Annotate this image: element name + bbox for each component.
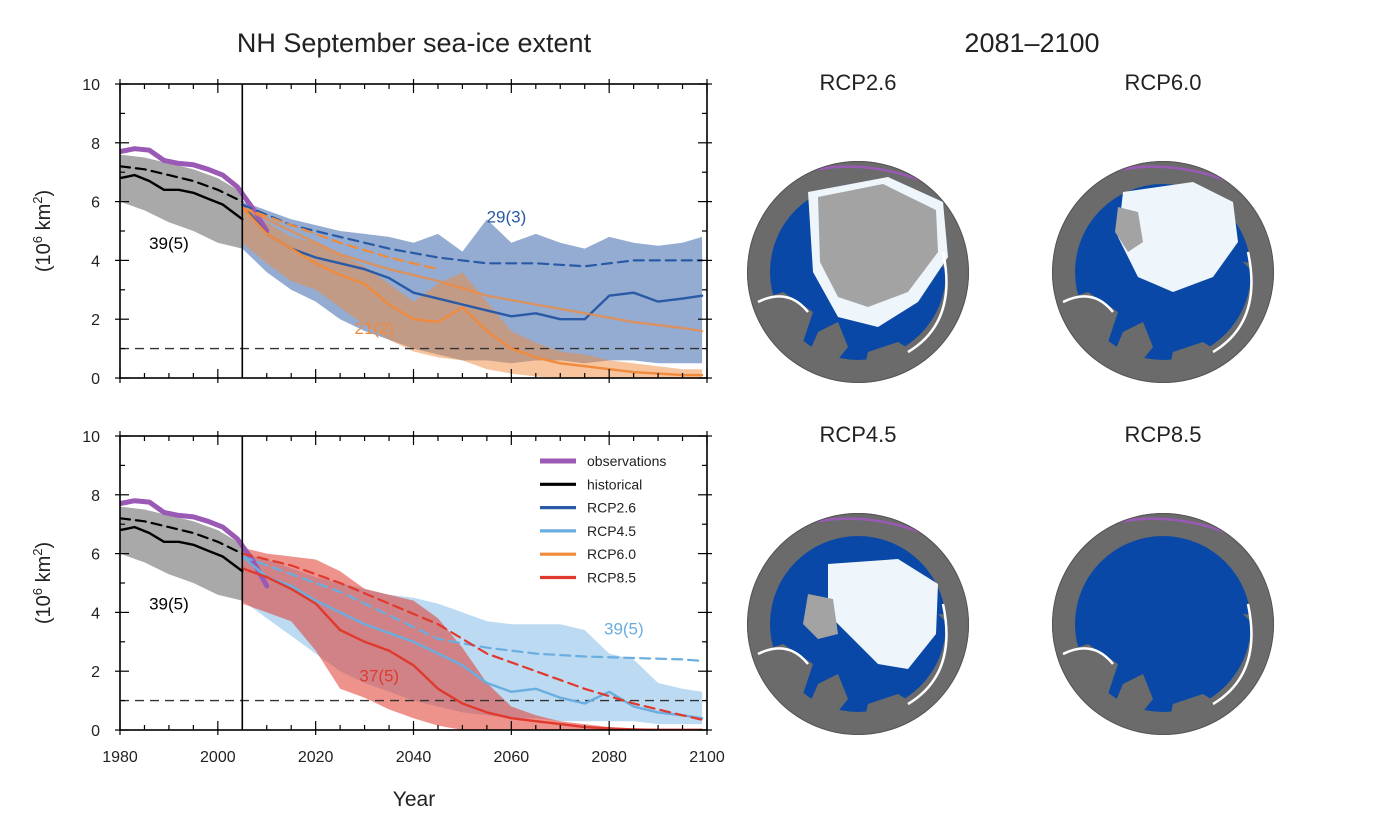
map-ice-edge-line [1062, 647, 1114, 665]
legend-label-rcp85: RCP8.5 [587, 570, 636, 586]
arctic-maps: RCP2.6 RCP6.0 RCP4.5 RCP8.5 [747, 70, 1274, 735]
rcp60-solid_light-line [241, 206, 704, 333]
bottom-y-axis-label: (106 km2) [30, 542, 55, 624]
historical-dashed-line [120, 517, 244, 555]
y-tick-label: 8 [91, 488, 100, 505]
rcp60-dashed-line [241, 206, 440, 271]
x-tick-label: 2000 [200, 749, 236, 766]
arctic-map-rcp45 [747, 513, 969, 735]
map-land [1243, 262, 1274, 332]
y-tick-label: 6 [91, 195, 100, 212]
map-label: RCP4.5 [819, 422, 896, 447]
rcp45-dashed-line [241, 555, 704, 662]
legend-label-rcp45: RCP4.5 [587, 523, 636, 539]
historical-solid-line [120, 173, 244, 221]
arctic-map-rcp26 [747, 161, 969, 383]
y-tick-label: 8 [91, 136, 100, 153]
map-label: RCP8.5 [1124, 422, 1201, 447]
arctic-map-rcp60 [1052, 161, 1274, 383]
map-land [858, 342, 938, 383]
rcp26-solid-line [241, 203, 704, 321]
map-land [1108, 674, 1153, 724]
map-land [938, 262, 969, 332]
series-annotation: 39(5) [149, 234, 189, 253]
plot-area-bottom [120, 498, 707, 730]
y-tick-label: 6 [91, 547, 100, 564]
y-tick-label: 0 [91, 723, 100, 740]
arctic-map-rcp85 [1052, 513, 1274, 735]
y-tick-label: 4 [91, 605, 100, 622]
plot-area-top [120, 146, 707, 378]
x-tick-label: 2060 [494, 749, 530, 766]
map-ice-edge-line [1212, 603, 1253, 706]
map-sea-ice-multi-model [803, 594, 838, 639]
y-tick-label: 0 [91, 371, 100, 388]
series-annotation: 37(5) [359, 667, 399, 686]
legend-label-rcp60: RCP6.0 [587, 546, 636, 562]
top-chart-panel: 0 2 4 6 8 10 39(5) 29(3) 21(2) [82, 77, 712, 388]
legend: observations historical RCP2.6 RCP4.5 RCP6.0… [540, 453, 666, 586]
y-tick-label: 10 [82, 429, 100, 446]
map-label: RCP6.0 [1124, 70, 1201, 95]
y-tick-label: 10 [82, 77, 100, 94]
top-y-axis-label: (106 km2) [30, 190, 55, 272]
series-annotation: 29(3) [487, 207, 527, 226]
x-tick-label: 2080 [591, 749, 627, 766]
legend-label-historical: historical [587, 476, 642, 492]
map-land [938, 614, 969, 684]
y-tick-label: 4 [91, 253, 100, 270]
right-title: 2081–2100 [964, 28, 1099, 58]
map-land [1108, 322, 1153, 372]
map-land [803, 674, 848, 724]
series-annotation: 21(2) [355, 319, 395, 338]
map-sea-ice-multi-model [1115, 207, 1143, 252]
map-ice-edge-line [757, 647, 809, 665]
map-border [1052, 513, 1274, 735]
x-axis-label: Year [393, 788, 435, 811]
historical-range-band [120, 506, 243, 601]
x-tick-label: 2020 [298, 749, 334, 766]
map-label: RCP2.6 [819, 70, 896, 95]
map-ice-edge-line [907, 251, 948, 354]
map-sea-ice [1118, 182, 1238, 292]
historical-range-band [120, 154, 243, 249]
map-land [1163, 694, 1243, 735]
series-annotation: 39(5) [604, 620, 644, 639]
map-sea-ice [828, 559, 938, 669]
x-tick-label: 2100 [689, 749, 725, 766]
left-title: NH September sea-ice extent [237, 28, 592, 58]
rcp45-solid-line [241, 555, 704, 720]
map-ice-edge-line [907, 603, 948, 706]
map-land [858, 694, 938, 735]
map-sea-ice-multi-model [818, 184, 938, 307]
rcp85-range-band [242, 547, 703, 730]
map-ocean [1075, 536, 1251, 712]
rcp60-solid-line [241, 206, 704, 377]
historical-solid-line [120, 525, 244, 573]
map-ice-edge-line [1212, 251, 1253, 354]
map-ice-edge-line [1062, 295, 1114, 313]
map-border [1052, 161, 1274, 383]
x-tick-label: 1980 [102, 749, 138, 766]
rcp60-range-band [242, 207, 703, 378]
map-land [1243, 614, 1274, 684]
map-border [747, 161, 969, 383]
y-tick-label: 2 [91, 312, 100, 329]
y-tick-label: 2 [91, 664, 100, 681]
map-land [1163, 342, 1243, 383]
rcp85-dashed-line [241, 552, 704, 721]
legend-label-rcp26: RCP2.6 [587, 500, 636, 516]
historical-dashed-line [120, 165, 244, 203]
rcp26-dashed-line [241, 203, 704, 268]
map-land [803, 322, 848, 372]
map-ice-edge-line [757, 295, 809, 313]
series-annotation: 39(5) [149, 595, 189, 614]
legend-label-observations: observations [587, 453, 666, 469]
bottom-chart-panel: 1980 2000 2020 2040 2060 2080 2100 0 2 4 6 8 10 39(5)… [82, 429, 725, 766]
x-tick-label: 2040 [396, 749, 432, 766]
map-border [747, 513, 969, 735]
